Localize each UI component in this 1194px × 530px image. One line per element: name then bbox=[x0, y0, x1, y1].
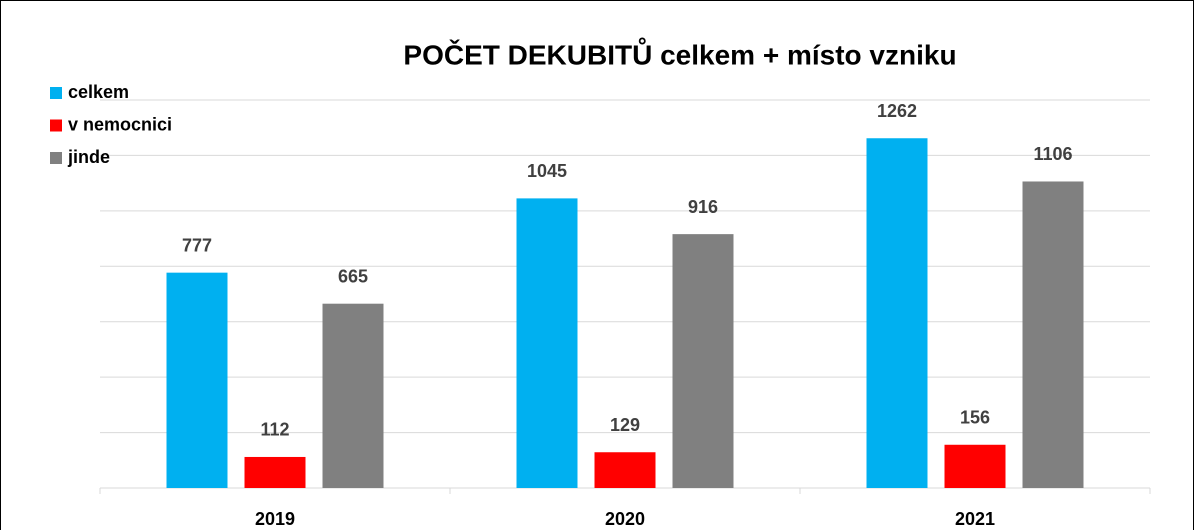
legend-swatch bbox=[50, 152, 62, 164]
x-tick-label: 2020 bbox=[605, 509, 645, 529]
bar bbox=[594, 452, 656, 488]
bar bbox=[1022, 181, 1084, 489]
bar bbox=[866, 138, 928, 488]
legend-label: jinde bbox=[67, 147, 110, 167]
data-label: 156 bbox=[960, 408, 990, 428]
data-label: 1106 bbox=[1033, 144, 1072, 164]
data-label: 1262 bbox=[877, 101, 917, 121]
legend-swatch bbox=[50, 119, 62, 132]
data-label: 112 bbox=[260, 420, 289, 440]
bar bbox=[166, 272, 228, 488]
data-label: 916 bbox=[688, 197, 718, 217]
x-tick-label: 2021 bbox=[955, 509, 995, 529]
bar bbox=[672, 234, 734, 488]
data-label: 129 bbox=[610, 415, 640, 435]
legend-label: celkem bbox=[68, 82, 129, 102]
legend-swatch bbox=[50, 87, 62, 99]
bar bbox=[244, 456, 306, 488]
data-label: 665 bbox=[338, 266, 368, 286]
bar bbox=[322, 303, 384, 488]
data-label: 1045 bbox=[527, 161, 567, 181]
chart-title: POČET DEKUBITŮ celkem + místo vzniku bbox=[403, 37, 956, 70]
x-tick-label: 2019 bbox=[255, 509, 295, 529]
bar bbox=[516, 198, 578, 488]
data-label: 777 bbox=[182, 235, 212, 255]
legend-label: v nemocnici bbox=[68, 114, 172, 134]
bar bbox=[944, 444, 1006, 488]
